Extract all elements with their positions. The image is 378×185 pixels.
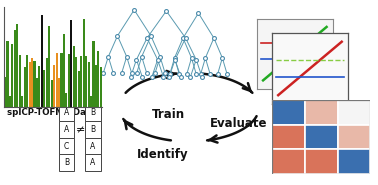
- Bar: [272, 149, 305, 174]
- Text: Test: Test: [291, 105, 318, 118]
- Bar: [38, 66, 40, 107]
- Text: Train: Train: [152, 108, 185, 121]
- FancyBboxPatch shape: [59, 138, 74, 154]
- Text: $\neq$: $\neq$: [73, 125, 85, 136]
- FancyBboxPatch shape: [85, 105, 101, 121]
- FancyBboxPatch shape: [59, 121, 74, 138]
- Text: B: B: [90, 108, 96, 117]
- Bar: [77, 70, 80, 107]
- Text: B: B: [64, 158, 69, 167]
- Bar: [63, 34, 65, 107]
- Text: A: A: [64, 108, 69, 117]
- Bar: [305, 100, 338, 125]
- Bar: [6, 41, 9, 107]
- FancyBboxPatch shape: [85, 138, 101, 154]
- Text: C: C: [64, 142, 69, 151]
- Bar: [70, 20, 73, 107]
- Bar: [43, 70, 45, 107]
- Bar: [23, 67, 26, 107]
- Text: A: A: [64, 125, 69, 134]
- Bar: [19, 55, 21, 107]
- Bar: [305, 125, 338, 149]
- Bar: [33, 61, 36, 107]
- Bar: [65, 93, 68, 107]
- Bar: [28, 62, 31, 107]
- Bar: [58, 78, 60, 107]
- Bar: [92, 41, 94, 107]
- Bar: [4, 77, 6, 107]
- Bar: [85, 56, 87, 107]
- Bar: [82, 19, 85, 107]
- Bar: [48, 26, 50, 107]
- Bar: [51, 80, 53, 107]
- Bar: [272, 125, 305, 149]
- Text: A: A: [90, 158, 96, 167]
- Bar: [338, 100, 370, 125]
- Bar: [305, 149, 338, 174]
- Text: Identify: Identify: [137, 148, 188, 161]
- Text: Evaluate: Evaluate: [209, 117, 267, 130]
- Bar: [21, 96, 23, 107]
- Bar: [338, 149, 370, 174]
- Bar: [80, 56, 82, 107]
- Bar: [75, 57, 77, 107]
- Bar: [31, 58, 33, 107]
- FancyBboxPatch shape: [59, 105, 74, 121]
- Bar: [100, 67, 102, 107]
- FancyBboxPatch shape: [85, 121, 101, 138]
- Bar: [53, 65, 55, 107]
- Bar: [36, 78, 38, 107]
- Bar: [11, 43, 14, 107]
- Bar: [14, 30, 16, 107]
- Bar: [87, 62, 90, 107]
- Text: spICP-TOFMS Data: spICP-TOFMS Data: [6, 108, 96, 117]
- Bar: [338, 125, 370, 149]
- Bar: [26, 55, 28, 107]
- Bar: [16, 24, 19, 107]
- Bar: [46, 58, 48, 107]
- Bar: [60, 53, 63, 107]
- Text: A: A: [90, 142, 96, 151]
- Bar: [97, 51, 99, 107]
- Bar: [272, 100, 305, 125]
- Bar: [56, 53, 58, 107]
- Bar: [41, 15, 43, 107]
- Bar: [95, 65, 97, 107]
- Text: B: B: [90, 125, 96, 134]
- Bar: [68, 54, 70, 107]
- Bar: [90, 96, 92, 107]
- FancyBboxPatch shape: [85, 154, 101, 171]
- Bar: [9, 97, 11, 107]
- FancyBboxPatch shape: [59, 154, 74, 171]
- Bar: [73, 46, 75, 107]
